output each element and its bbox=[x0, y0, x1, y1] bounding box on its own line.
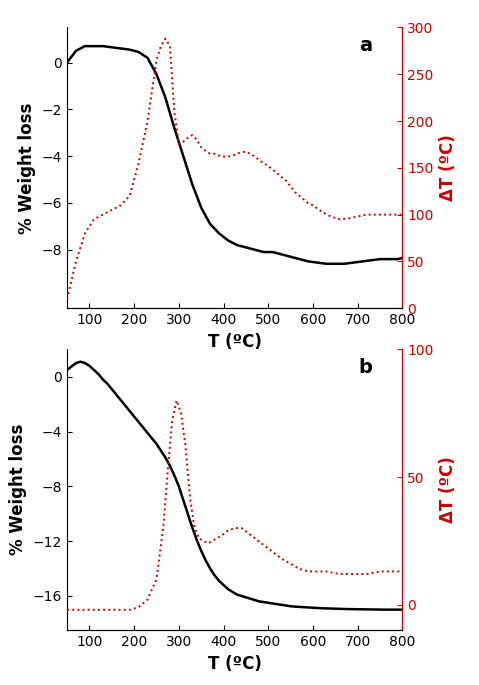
Y-axis label: % Weight loss: % Weight loss bbox=[18, 102, 36, 234]
Text: a: a bbox=[359, 36, 372, 55]
Y-axis label: % Weight loss: % Weight loss bbox=[9, 424, 27, 556]
Text: b: b bbox=[359, 358, 373, 377]
Y-axis label: ΔT (ºC): ΔT (ºC) bbox=[439, 456, 457, 523]
Y-axis label: ΔT (ºC): ΔT (ºC) bbox=[439, 134, 457, 201]
X-axis label: T (ºC): T (ºC) bbox=[208, 333, 262, 351]
X-axis label: T (ºC): T (ºC) bbox=[208, 655, 262, 673]
